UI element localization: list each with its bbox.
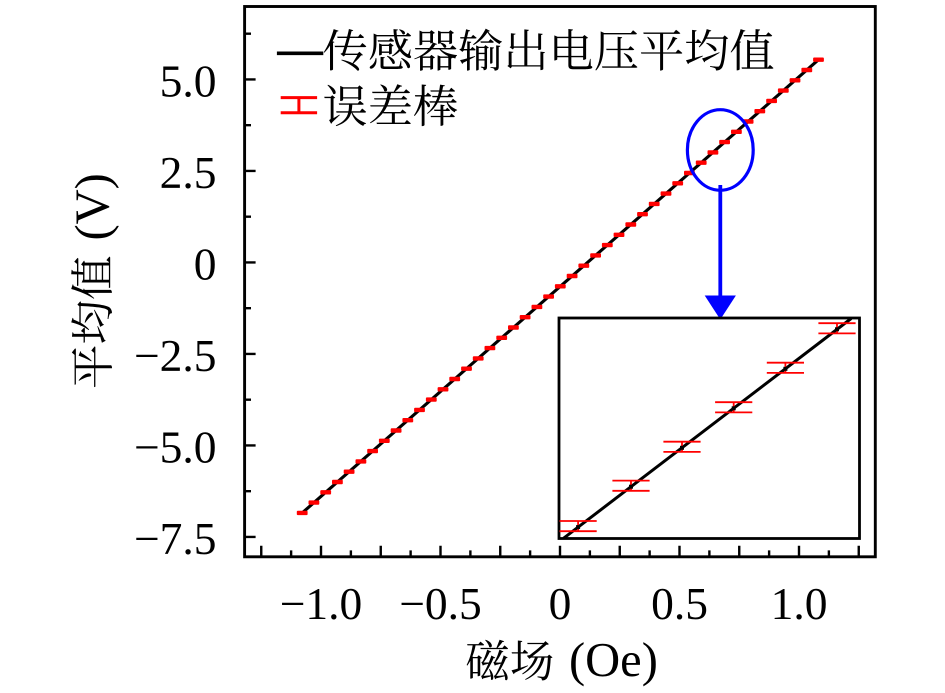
svg-text:0.5: 0.5 [651,578,708,629]
svg-text:1.0: 1.0 [771,578,828,629]
svg-text:0: 0 [549,578,572,629]
svg-text:−7.5: −7.5 [134,513,217,564]
svg-text:5.0: 5.0 [160,55,217,106]
svg-text:(Oe): (Oe) [569,634,658,687]
svg-text:0: 0 [194,238,217,289]
svg-text:2.5: 2.5 [160,147,217,198]
svg-text:−5.0: −5.0 [134,421,217,472]
svg-text:−0.5: −0.5 [399,578,482,629]
svg-text:(V): (V) [67,173,120,240]
svg-text:−1.0: −1.0 [280,578,363,629]
svg-text:−2.5: −2.5 [134,330,217,381]
